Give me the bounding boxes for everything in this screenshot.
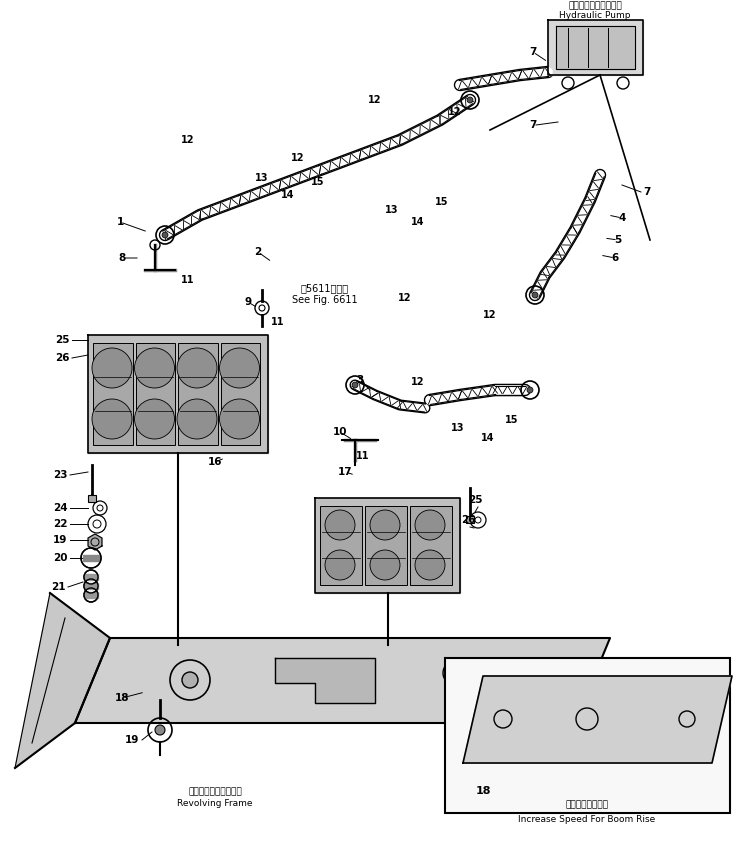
Circle shape	[92, 348, 132, 388]
Text: 5: 5	[614, 235, 622, 245]
Text: 13: 13	[451, 423, 465, 433]
Text: Revolving Frame: Revolving Frame	[177, 799, 253, 809]
Text: See Fig. 6611: See Fig. 6611	[292, 295, 358, 305]
Text: 15: 15	[435, 197, 449, 207]
Text: 7: 7	[529, 120, 536, 130]
Text: 23: 23	[53, 470, 67, 480]
Text: 14: 14	[411, 217, 425, 227]
Text: 18: 18	[115, 693, 129, 703]
Text: 12: 12	[368, 95, 382, 105]
Text: 11: 11	[182, 275, 195, 285]
Text: 第5611図参照: 第5611図参照	[301, 283, 349, 293]
Text: 1: 1	[116, 217, 124, 227]
Text: 12: 12	[411, 377, 425, 387]
Polygon shape	[548, 20, 643, 75]
Bar	[320, 506, 362, 585]
Text: 21: 21	[50, 582, 65, 592]
Circle shape	[162, 232, 168, 238]
Text: 3: 3	[356, 375, 364, 385]
Text: 19: 19	[53, 535, 67, 545]
Text: 14: 14	[481, 433, 495, 443]
Text: 20: 20	[53, 553, 67, 563]
Text: 7: 7	[643, 187, 651, 197]
Circle shape	[467, 97, 473, 103]
Circle shape	[370, 510, 400, 540]
Bar	[221, 343, 260, 445]
Circle shape	[135, 348, 174, 388]
Bar	[178, 343, 218, 445]
Polygon shape	[463, 676, 732, 763]
Bar	[410, 506, 452, 585]
Text: 26: 26	[461, 515, 475, 525]
Polygon shape	[88, 534, 102, 550]
Text: Hydraulic Pump: Hydraulic Pump	[559, 11, 631, 21]
Bar	[365, 506, 407, 585]
Text: ハイドロリックポンプ: ハイドロリックポンプ	[568, 2, 622, 10]
Text: 12: 12	[448, 107, 462, 117]
Text: 11: 11	[271, 317, 285, 327]
Circle shape	[177, 348, 217, 388]
Polygon shape	[15, 593, 110, 768]
Text: 25: 25	[468, 495, 482, 505]
Polygon shape	[88, 335, 268, 453]
Circle shape	[182, 672, 198, 688]
Text: 10: 10	[333, 427, 348, 437]
Text: 19: 19	[124, 735, 139, 745]
Text: 12: 12	[182, 135, 195, 145]
Text: 17: 17	[338, 467, 352, 477]
Text: 18: 18	[475, 786, 491, 796]
Circle shape	[370, 550, 400, 580]
Circle shape	[219, 399, 259, 439]
Text: 13: 13	[255, 173, 269, 183]
Text: 12: 12	[291, 153, 305, 163]
Text: 24: 24	[53, 503, 67, 513]
Bar	[466, 516, 474, 523]
Text: レボルビングフレーム: レボルビングフレーム	[188, 787, 242, 797]
Polygon shape	[84, 574, 98, 580]
Circle shape	[415, 510, 445, 540]
Circle shape	[155, 725, 165, 735]
Bar	[88, 495, 96, 502]
Text: 2: 2	[254, 247, 262, 257]
Polygon shape	[275, 658, 375, 703]
Circle shape	[325, 550, 355, 580]
Text: 8: 8	[119, 253, 126, 263]
Bar	[93, 343, 133, 445]
Circle shape	[219, 348, 259, 388]
Text: 4: 4	[618, 213, 625, 223]
Text: 26: 26	[55, 353, 69, 363]
Polygon shape	[556, 26, 635, 69]
Circle shape	[352, 382, 358, 388]
Text: 25: 25	[55, 335, 69, 345]
Text: 13: 13	[385, 205, 399, 215]
Polygon shape	[84, 592, 98, 598]
Text: 12: 12	[483, 310, 496, 320]
Polygon shape	[84, 583, 98, 589]
Text: 16: 16	[207, 457, 222, 467]
Bar	[445, 658, 730, 813]
Text: 6: 6	[611, 253, 619, 263]
Text: 12: 12	[398, 293, 412, 303]
Text: 7: 7	[529, 47, 536, 57]
Text: 22: 22	[53, 519, 67, 529]
Polygon shape	[75, 638, 610, 723]
Text: Increase Speed For Boom Rise: Increase Speed For Boom Rise	[519, 815, 656, 823]
Circle shape	[415, 550, 445, 580]
Text: 15: 15	[311, 177, 325, 187]
Text: 11: 11	[356, 451, 370, 461]
Bar	[136, 343, 175, 445]
Text: 15: 15	[505, 415, 519, 425]
Circle shape	[135, 399, 174, 439]
Polygon shape	[83, 555, 99, 561]
Circle shape	[527, 387, 533, 393]
Text: ブーム上げ増速用: ブーム上げ増速用	[565, 800, 608, 810]
Circle shape	[532, 292, 538, 298]
Text: 9: 9	[245, 297, 251, 307]
Polygon shape	[315, 498, 460, 593]
Circle shape	[92, 399, 132, 439]
Circle shape	[177, 399, 217, 439]
Text: 14: 14	[282, 190, 295, 200]
Circle shape	[325, 510, 355, 540]
